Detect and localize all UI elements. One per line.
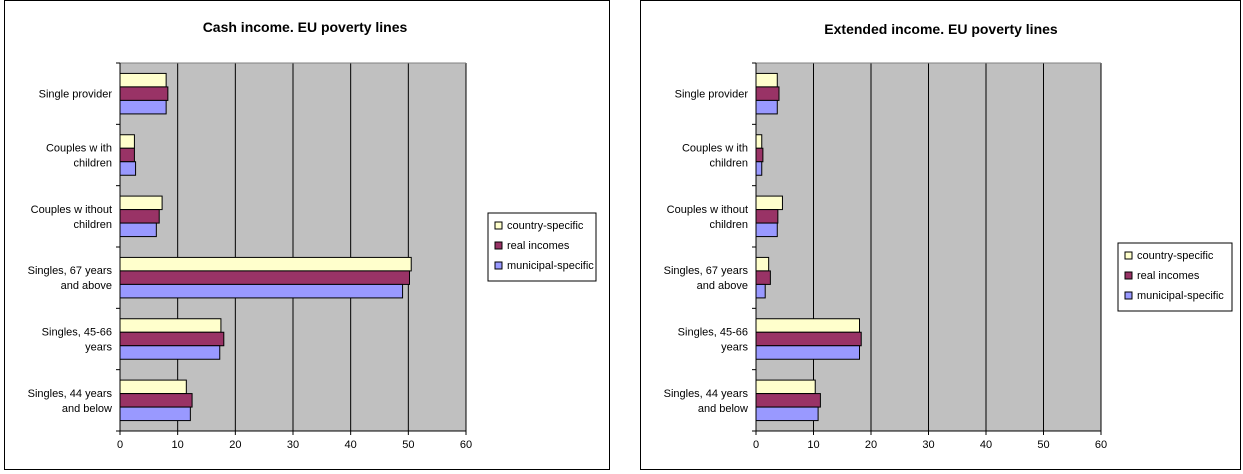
x-tick-label: 0 [117, 439, 123, 451]
x-tick-label: 40 [980, 439, 992, 451]
chart-title: Cash income. EU poverty lines [203, 19, 408, 35]
legend-label: country-specific [1137, 250, 1214, 262]
x-tick-label: 10 [172, 439, 184, 451]
chart-cash-income-svg: Cash income. EU poverty lines 0 10 20 30 40 50… [28, 19, 597, 451]
category-label: Singles, 45-66 [678, 327, 748, 339]
bar [119, 161, 137, 176]
bar [119, 345, 221, 360]
bar [755, 331, 862, 347]
category-label: Single provider [675, 89, 749, 101]
category-label: Single provider [39, 89, 113, 101]
bar [119, 256, 412, 272]
bar [755, 406, 819, 422]
category-label: and above [697, 280, 748, 292]
legend-swatch [494, 261, 503, 270]
category-label: and below [698, 403, 748, 415]
category-label: Singles, 67 years [664, 265, 749, 277]
category-label: Singles, 67 years [28, 265, 113, 277]
bar [755, 393, 821, 408]
legend-label: real incomes [1137, 270, 1200, 282]
x-tick-label: 0 [753, 439, 759, 451]
legend-box [487, 212, 597, 282]
x-tick-label: 30 [287, 439, 299, 451]
bar [119, 72, 167, 88]
bar [755, 86, 780, 101]
category-label: Singles, 44 years [28, 388, 113, 400]
x-tick-label: 60 [1095, 439, 1107, 451]
legend-label: country-specific [507, 220, 584, 232]
x-tick-label: 50 [402, 439, 414, 451]
legend-label: municipal-specific [507, 260, 594, 272]
bar [119, 147, 135, 163]
bar [755, 270, 771, 285]
bar [755, 283, 766, 299]
bar [119, 318, 222, 333]
chart-extended-income-svg: Extended income. EU poverty lines 0 10 20 30… [664, 21, 1233, 451]
legend-box [1117, 242, 1233, 312]
category-label: children [73, 219, 112, 231]
x-tick-label: 10 [807, 439, 819, 451]
category-label: Couples w ith [682, 143, 748, 155]
bar [119, 406, 191, 422]
bar [119, 393, 193, 408]
category-label: years [721, 342, 748, 354]
legend-label: real incomes [507, 240, 570, 252]
category-label: and below [62, 403, 112, 415]
bar [755, 99, 778, 115]
category-label: Couples w ithout [31, 204, 112, 216]
bar [755, 147, 764, 163]
bar [119, 86, 169, 101]
legend-swatch [494, 241, 503, 250]
x-tick-label: 50 [1037, 439, 1049, 451]
bar [755, 134, 763, 149]
category-label: Couples w ith [46, 143, 112, 155]
bar [755, 379, 816, 395]
bar [119, 209, 160, 224]
legend-swatch [1124, 291, 1133, 300]
x-tick-label: 20 [229, 439, 241, 451]
bar [119, 331, 225, 347]
bar [119, 379, 187, 395]
bar [755, 222, 778, 238]
chart-extended-income: Extended income. EU poverty lines 0 10 20 30… [640, 0, 1241, 470]
bar [755, 161, 763, 176]
category-label: and above [61, 280, 112, 292]
legend-label: municipal-specific [1137, 290, 1224, 302]
bar [755, 195, 783, 211]
x-tick-label: 60 [460, 439, 472, 451]
category-label: Singles, 44 years [664, 388, 749, 400]
legend-swatch [1124, 271, 1133, 280]
bar [755, 72, 778, 88]
bar [119, 283, 404, 299]
bar [755, 318, 860, 333]
bar [755, 256, 770, 272]
bar [119, 222, 157, 238]
chart-title: Extended income. EU poverty lines [824, 21, 1058, 37]
category-label: Couples w ithout [667, 204, 748, 216]
x-tick-label: 40 [345, 439, 357, 451]
legend-swatch [1124, 251, 1133, 260]
chart-cash-income: Cash income. EU poverty lines 0 10 20 30 40 50… [4, 0, 610, 470]
x-tick-label: 20 [865, 439, 877, 451]
category-label: children [709, 158, 748, 170]
category-label: children [709, 219, 748, 231]
category-label: years [85, 342, 112, 354]
bar [119, 270, 410, 285]
bar [119, 99, 167, 115]
bar [119, 195, 163, 211]
legend-swatch [494, 221, 503, 230]
category-label: children [73, 158, 112, 170]
category-label: Singles, 45-66 [42, 327, 112, 339]
bar [755, 209, 779, 224]
x-tick-label: 30 [922, 439, 934, 451]
bar [755, 345, 860, 360]
bar [119, 134, 135, 149]
